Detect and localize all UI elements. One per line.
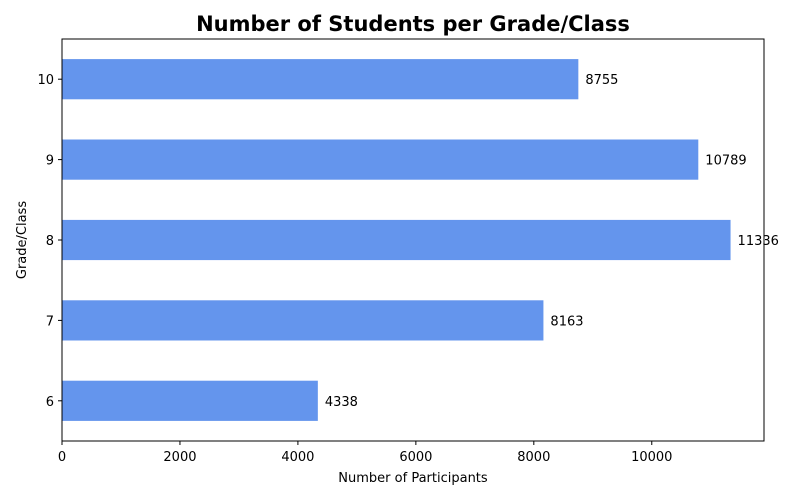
data-label-grade-10: 8755 — [585, 73, 618, 88]
y-tick-label: 6 — [46, 395, 54, 410]
y-axis-ticks: 6 7 8 9 10 — [37, 73, 62, 410]
data-label-grade-9: 10789 — [705, 154, 746, 169]
data-label-grade-6: 4338 — [325, 395, 358, 410]
x-tick-label: 10000 — [631, 450, 672, 465]
bar-grade-10 — [62, 59, 579, 100]
data-labels-layer: 4338 8163 11336 10789 8755 — [325, 73, 779, 410]
y-tick-label: 9 — [46, 154, 54, 169]
y-axis-label: Grade/Class — [15, 201, 30, 279]
bars-layer — [62, 59, 731, 421]
bar-grade-7 — [62, 300, 544, 341]
bar-grade-9 — [62, 139, 699, 180]
x-axis-label: Number of Participants — [338, 471, 488, 486]
x-tick-label: 0 — [58, 450, 66, 465]
x-tick-label: 8000 — [517, 450, 550, 465]
x-tick-label: 4000 — [281, 450, 314, 465]
data-label-grade-8: 11336 — [738, 234, 779, 249]
bar-grade-8 — [62, 219, 731, 261]
chart-title: Number of Students per Grade/Class — [196, 12, 630, 36]
x-axis-ticks: 0 2000 4000 6000 8000 10000 — [58, 441, 672, 465]
bar-grade-6 — [62, 380, 318, 421]
x-tick-label: 2000 — [163, 450, 196, 465]
plot-frame — [61, 38, 765, 442]
x-tick-label: 6000 — [399, 450, 432, 465]
y-tick-label: 7 — [46, 314, 54, 329]
y-tick-label: 10 — [37, 73, 54, 88]
data-label-grade-7: 8163 — [550, 314, 583, 329]
y-tick-label: 8 — [46, 234, 54, 249]
